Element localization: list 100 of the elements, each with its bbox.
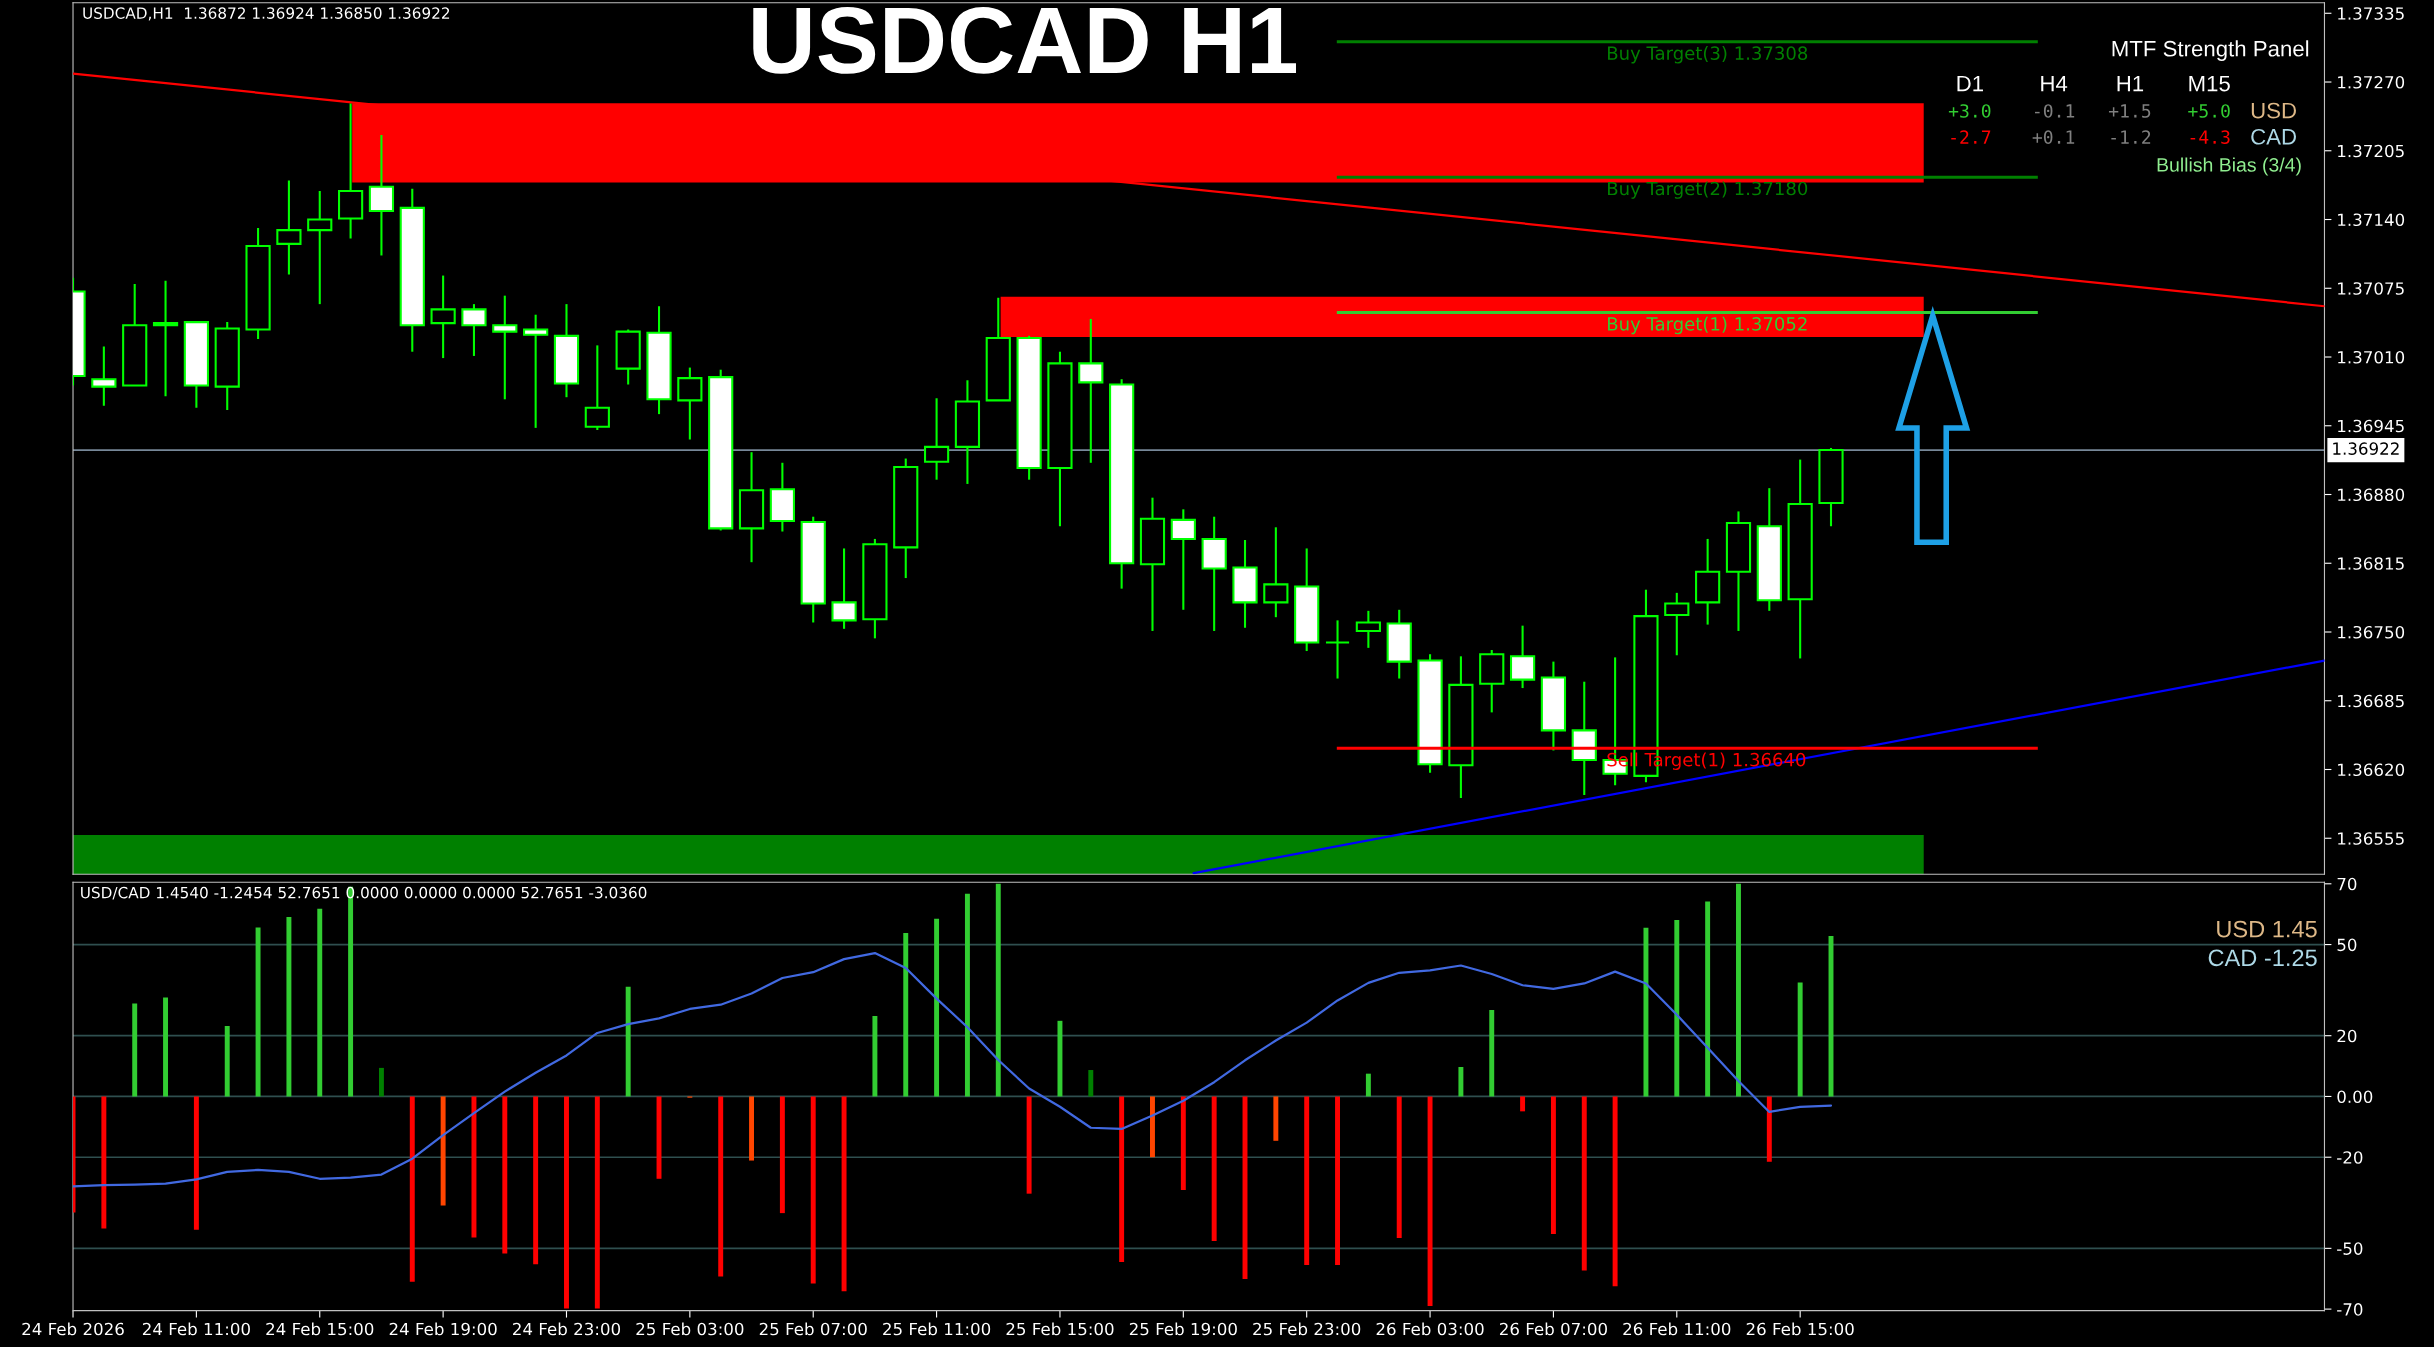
y-tick-label: 1.36750: [2338, 625, 2405, 639]
x-tick-label: 25 Feb 07:00: [759, 1322, 867, 1336]
y-tick-label: 1.37010: [2338, 350, 2405, 364]
bar: [533, 1096, 539, 1265]
annotation: -2.7: [1951, 130, 1991, 144]
candlestick: [831, 547, 857, 630]
bar: [378, 1067, 384, 1097]
annotation: MTF Strength Panel: [2112, 40, 2309, 61]
bar: [964, 893, 970, 1097]
x-tick-label: 25 Feb 03:00: [636, 1322, 744, 1336]
candlestick: [152, 279, 179, 398]
y-tick-label: -70: [2337, 1303, 2363, 1316]
bar: [779, 1096, 785, 1214]
bar: [286, 916, 292, 1097]
bar: [1304, 1096, 1310, 1266]
y-tick-label: 50: [2337, 938, 2357, 952]
bar: [1180, 1096, 1186, 1191]
bar: [1581, 1096, 1587, 1271]
candlestick: [677, 366, 703, 441]
bar: [1150, 1096, 1155, 1158]
bar: [1427, 1096, 1433, 1307]
annotation: Bullish Bias (3/4): [2157, 157, 2301, 176]
bar: [934, 918, 940, 1097]
x-tick-label: 26 Feb 07:00: [1499, 1322, 1607, 1336]
line-series: [73, 951, 1833, 1188]
x-tick-label: 26 Feb 03:00: [1376, 1322, 1484, 1336]
annotation: -0.1: [2035, 104, 2075, 118]
annotation: CAD: [2251, 128, 2296, 145]
bar: [1797, 982, 1803, 1097]
candlestick: [1355, 609, 1381, 649]
bar: [1273, 1096, 1279, 1141]
x-tick-label: 26 Feb 15:00: [1746, 1322, 1854, 1336]
annotation: D1: [1957, 75, 1983, 92]
annotation: USD: [2251, 102, 2296, 119]
x-tick-label: 24 Feb 19:00: [389, 1322, 497, 1336]
annotation: H4: [2041, 75, 2068, 92]
candlestick: [1078, 317, 1104, 464]
y-tick-label: -50: [2337, 1242, 2363, 1255]
annotation: H1: [2117, 75, 2144, 92]
bar: [1119, 1096, 1125, 1263]
bar: [872, 1015, 878, 1097]
candlestick: [461, 303, 487, 357]
y-tick-label: 1.36815: [2338, 557, 2404, 570]
bar: [1736, 883, 1741, 1097]
candlestick: [523, 313, 549, 429]
y-tick-label: 70: [2337, 877, 2357, 891]
bar: [502, 1096, 508, 1254]
annotation: +5.0: [2188, 104, 2230, 118]
bar: [132, 1003, 138, 1097]
y-tick-label: 0.00: [2337, 1090, 2373, 1104]
ref-line-label: Buy Target(2) 1.37180: [1608, 181, 1808, 199]
ref-line-label: 1.36922: [2333, 442, 2399, 455]
bar: [317, 908, 323, 1097]
annotation: +0.1: [2032, 130, 2075, 144]
y-tick-label: 1.36685: [2338, 694, 2404, 708]
bar: [471, 1096, 477, 1238]
bar: [594, 1096, 600, 1309]
bar: [1365, 1073, 1371, 1097]
y-tick-label: 1.36945: [2338, 419, 2404, 433]
bar: [1458, 1066, 1464, 1097]
bar: [101, 1096, 107, 1229]
bar: [625, 986, 631, 1097]
bar: [1026, 1096, 1032, 1194]
bar: [995, 883, 1001, 1097]
annotation: USD 1.45: [2217, 920, 2317, 938]
chart-title: USDCAD H1: [753, 6, 1296, 74]
y-tick-label: -20: [2337, 1151, 2363, 1164]
annotation: USDCAD,H1 1.36872 1.36924 1.36850 1.36922: [83, 7, 450, 21]
candlestick: [1170, 508, 1196, 611]
annotation: +1.5: [2108, 104, 2151, 118]
y-tick-label: 20: [2337, 1029, 2357, 1043]
bar: [841, 1096, 847, 1292]
bar: [1643, 927, 1649, 1097]
bar: [1396, 1096, 1402, 1239]
y-tick-label: 1.37140: [2338, 213, 2405, 227]
bar: [1489, 1009, 1495, 1097]
bar: [409, 1096, 415, 1282]
x-tick-label: 26 Feb 11:00: [1623, 1322, 1731, 1336]
bar: [255, 927, 261, 1097]
bar: [1088, 1070, 1094, 1097]
candlestick: [91, 345, 117, 407]
x-tick-label: 25 Feb 19:00: [1129, 1322, 1237, 1336]
bar: [564, 1096, 569, 1309]
candlestick: [492, 294, 518, 401]
bar: [749, 1096, 755, 1161]
bar: [163, 997, 169, 1097]
y-tick-label: 1.37075: [2338, 282, 2404, 295]
bar: [1766, 1096, 1772, 1162]
bar: [718, 1096, 724, 1277]
y-tick-label: 1.37335: [2338, 7, 2404, 20]
candlestick: [1324, 619, 1351, 680]
candlestick: [1509, 624, 1536, 690]
bar: [1335, 1096, 1340, 1266]
candlestick: [584, 344, 610, 432]
bar: [1550, 1096, 1556, 1235]
candlestick: [1664, 591, 1690, 657]
bar: [1705, 901, 1711, 1097]
bar: [810, 1096, 816, 1284]
x-tick-label: 24 Feb 23:00: [513, 1322, 621, 1336]
x-tick-label: 25 Feb 11:00: [883, 1322, 991, 1336]
